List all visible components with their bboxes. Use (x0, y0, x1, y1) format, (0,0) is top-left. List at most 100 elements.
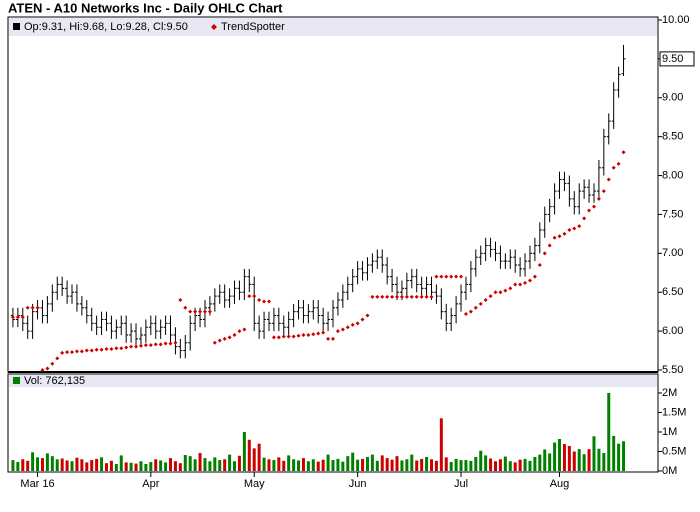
trendspotter-dot (444, 274, 449, 279)
trendspotter-dot (222, 336, 227, 341)
volume-bar (134, 463, 138, 471)
volume-bar (233, 461, 237, 471)
volume-bar (100, 457, 104, 471)
volume-bar (188, 456, 192, 471)
y-tick-label: 0M (662, 465, 677, 477)
volume-bar (95, 458, 99, 471)
volume-bar (508, 461, 512, 471)
trendspotter-dot (178, 298, 183, 302)
volume-bar (513, 462, 517, 471)
volume-bar (50, 456, 54, 471)
last-price-box (659, 51, 695, 67)
volume-bar (567, 446, 571, 471)
volume-bar (464, 460, 468, 471)
trendspotter-dot (301, 333, 306, 337)
trendspotter-dot (557, 234, 562, 239)
y-tick-label: 1.5M (662, 406, 686, 418)
trendspotter-dot (148, 343, 153, 348)
volume-bar (548, 453, 552, 471)
trendspotter-dot (153, 342, 158, 347)
volume-bar (405, 459, 409, 471)
volume-bar (602, 453, 606, 471)
trendspotter-dot (567, 228, 572, 232)
volume-bar (11, 460, 15, 471)
volume-bar (572, 451, 576, 471)
trendspotter-dot (562, 231, 567, 236)
volume-bar (104, 463, 108, 471)
trendspotter-dot (217, 338, 222, 343)
volume-bar (454, 458, 458, 471)
trendspotter-dot (523, 280, 528, 285)
trendspotter-dot (84, 348, 89, 353)
legend-text: TrendSpotter (221, 21, 285, 33)
volume-bar (459, 460, 463, 471)
volume-bar (129, 462, 133, 471)
y-tick-label: 1M (662, 426, 677, 438)
volume-bar (80, 459, 84, 471)
trendspotter-dot (10, 315, 15, 320)
volume-bar (538, 454, 542, 471)
volume-bar (292, 459, 296, 471)
volume-bar (277, 457, 281, 471)
volume-bar (21, 459, 25, 471)
legend-swatch (13, 23, 20, 30)
volume-bar (494, 461, 497, 471)
volume-bar (429, 459, 433, 471)
trendspotter-dot (129, 344, 134, 349)
trendspotter-dot (99, 347, 104, 352)
trendspotter-dot (449, 274, 454, 279)
trendspotter-dot (395, 294, 400, 299)
trendspotter-dot (478, 301, 483, 306)
trendspotter-dot (65, 350, 70, 355)
trendspotter-dot (262, 299, 267, 304)
trendspotter-dot (242, 327, 247, 332)
x-tick-label: Mar 16 (20, 478, 54, 490)
trendspotter-dot (247, 294, 252, 299)
volume-bar (193, 459, 197, 471)
trendspotter-dot (473, 305, 478, 310)
volume-bar (154, 459, 158, 471)
trendspotter-dot (286, 334, 291, 339)
volume-bar (617, 443, 621, 471)
volume-bar (16, 462, 20, 471)
legend-bar (9, 375, 657, 387)
trendspotter-dot (414, 294, 419, 299)
trendspotter-dot (409, 294, 414, 299)
y-tick-label: 5.50 (662, 364, 683, 376)
trendspotter-dot (365, 313, 370, 318)
trendspotter-dot (454, 274, 459, 279)
trendspotter-dot (109, 347, 114, 351)
y-tick-label: 8.50 (662, 131, 683, 143)
volume-bar (90, 460, 94, 471)
volume-bar (587, 449, 591, 471)
trendspotter-dot (232, 333, 237, 337)
trendspotter-dot (311, 332, 316, 337)
trendspotter-dot (340, 327, 345, 332)
trendspotter-dot (50, 361, 55, 366)
y-tick-label: 7.00 (662, 247, 683, 259)
volume-bar (425, 456, 429, 471)
volume-bar (316, 461, 320, 471)
volume-bar (124, 462, 128, 471)
trendspotter-dot (266, 299, 271, 304)
volume-bar (208, 461, 212, 471)
trendspotter-dot (459, 274, 464, 279)
trendspotter-dot (621, 150, 626, 155)
trendspotter-dot (138, 343, 143, 348)
trendspotter-dot (419, 294, 424, 299)
trendspotter-dot (572, 226, 577, 231)
trendspotter-dot (158, 342, 163, 347)
trendspotter-dot (143, 343, 148, 348)
trendspotter-dot (399, 294, 404, 299)
volume-bar (218, 460, 222, 471)
legend-text: Op:9.31, Hi:9.68, Lo:9.28, Cl:9.50 (24, 21, 188, 33)
trendspotter-dot (537, 263, 542, 267)
volume-bar (228, 454, 232, 471)
volume-bar (420, 458, 424, 471)
volume-bar (36, 457, 40, 471)
trendspotter-dot (582, 216, 587, 221)
volume-bar (503, 456, 507, 471)
trendspotter-dot (271, 335, 276, 340)
x-tick-label: May (244, 478, 265, 490)
volume-bar (380, 455, 384, 471)
